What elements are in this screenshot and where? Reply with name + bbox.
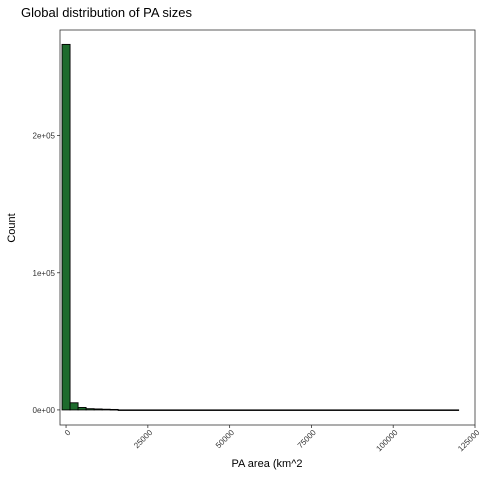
histogram-bar-6	[101, 408, 111, 411]
histogram-bar-8	[117, 409, 460, 411]
histogram-bars	[61, 43, 460, 411]
y-tick-label-1: 0e+00	[33, 406, 56, 415]
x-tick-label-6: 125000	[456, 428, 480, 454]
histogram-bar-3	[77, 406, 87, 411]
histogram-bar-4	[85, 408, 95, 411]
x-axis-title: PA area (km^2	[232, 458, 303, 470]
x-tick-label-4: 75000	[296, 428, 318, 450]
x-tick-label-3: 50000	[214, 428, 236, 450]
histogram-bar-2	[69, 402, 79, 411]
y-axis: 0e+00 1e+05 2e+05	[33, 132, 60, 415]
x-tick-label-1: 0	[63, 428, 73, 438]
y-axis-title: Count	[6, 213, 18, 242]
y-tick-label-2: 1e+05	[33, 269, 56, 278]
chart-title: Global distribution of PA sizes	[21, 5, 193, 20]
x-tick-label-2: 25000	[132, 428, 154, 450]
x-axis: 0 25000 50000 75000 100000 125000	[63, 425, 480, 453]
histogram-bar-7	[109, 408, 119, 411]
y-tick-label-3: 2e+05	[33, 132, 56, 141]
histogram-bar-5	[93, 408, 103, 411]
x-tick-label-5: 100000	[374, 428, 400, 454]
histogram-bar-1	[61, 43, 71, 411]
plot-panel	[59, 29, 476, 426]
